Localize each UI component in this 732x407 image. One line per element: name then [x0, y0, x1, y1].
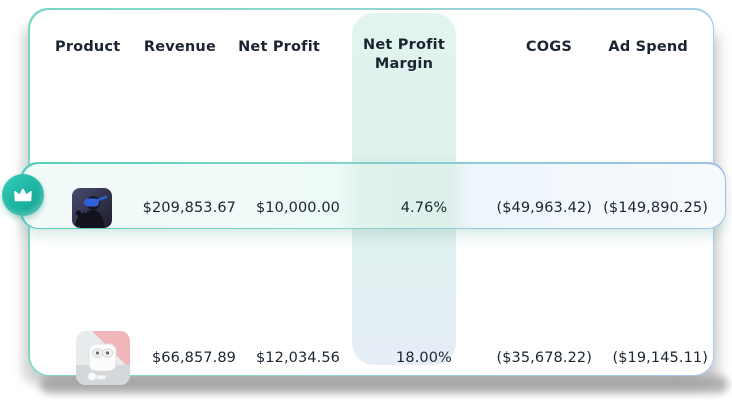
column-header-revenue: Revenue	[143, 39, 216, 55]
table-row-highlighted[interactable]: $66,857.89 $12,034.56 18.00% ($35,678.22…	[20, 162, 726, 385]
column-header-ad-spend: Ad Spend	[608, 39, 688, 55]
card-shadow	[40, 376, 728, 393]
vr-headset-product-photo	[72, 188, 112, 228]
column-header-net-profit-margin: Net Profit Margin	[363, 37, 445, 72]
top-product-badge	[2, 174, 44, 216]
net-profit-margin-cell: 4.76%	[400, 200, 448, 216]
table-row[interactable]: $209,853.67 $10,000.00 4.76% ($49,963.42…	[20, 88, 726, 228]
revenue-cell: $209,853.67	[142, 200, 236, 216]
column-header-cogs: COGS	[525, 39, 572, 55]
column-header-product: Product	[55, 39, 121, 55]
cogs-cell: ($49,963.42)	[496, 200, 592, 216]
column-header-net-profit: Net Profit	[238, 39, 320, 55]
ad-spend-cell: ($149,890.25)	[603, 200, 708, 216]
net-profit-cell: $10,000.00	[255, 200, 340, 216]
cogs-cell: ($35,678.22)	[496, 350, 592, 366]
table-row[interactable]: $85,714.29 $12,035.72 14.00% ($30,250.00…	[20, 236, 726, 300]
highlighted-row-band[interactable]	[20, 162, 726, 229]
table-row[interactable]: $24,932.00 $3,749.80 15.04% ($18,699.00)…	[20, 298, 726, 356]
net-profit-cell: $12,034.56	[255, 350, 340, 366]
crown-icon	[14, 188, 32, 202]
ad-spend-cell: ($19,145.11)	[612, 350, 708, 366]
revenue-cell: $66,857.89	[151, 350, 236, 366]
net-profit-margin-cell: 18.00%	[396, 350, 452, 366]
wireless-earbuds-product-photo	[76, 331, 130, 385]
